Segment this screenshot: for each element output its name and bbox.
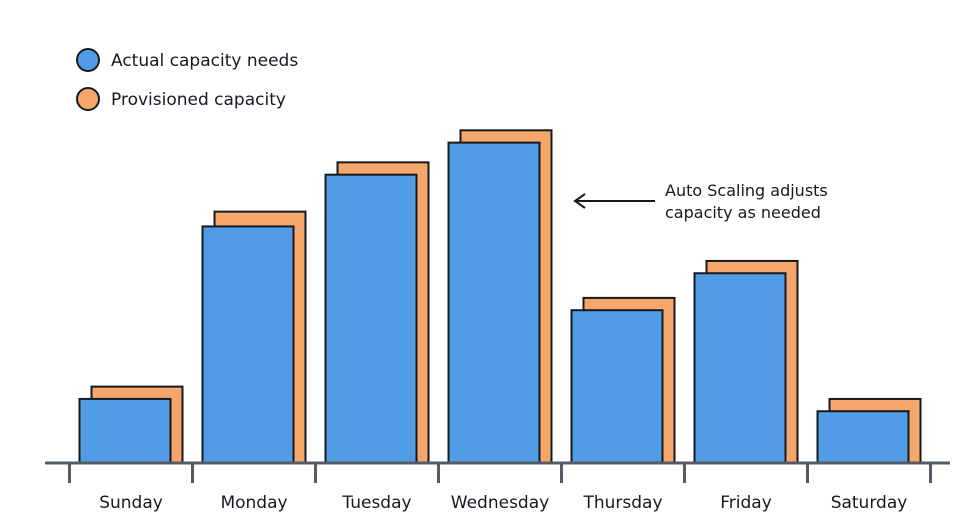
x-axis <box>45 461 950 483</box>
bars <box>78 129 922 465</box>
bar-actual-thursday <box>570 309 664 465</box>
tick-label-thursday: Thursday <box>582 493 662 513</box>
annotation: Auto Scaling adjusts capacity as needed <box>573 181 828 222</box>
legend-label-provisioned: Provisioned capacity <box>111 90 286 110</box>
legend-item-provisioned: Provisioned capacity <box>76 87 286 111</box>
annotation-arrowhead <box>573 193 586 209</box>
bar-actual-sunday <box>78 397 172 464</box>
tick-label-saturday: Saturday <box>831 493 908 513</box>
x-tick-labels: Sunday Monday Tuesday Wednesday Thursday Frid… <box>99 493 907 513</box>
tick-label-wednesday: Wednesday <box>451 493 549 513</box>
annotation-line-1: Auto Scaling adjusts <box>665 181 828 200</box>
legend-swatch-provisioned <box>76 87 100 111</box>
tick-label-sunday: Sunday <box>99 493 163 513</box>
annotation-line-2: capacity as needed <box>665 203 821 222</box>
bar-actual-friday <box>693 272 787 464</box>
tick-label-friday: Friday <box>720 493 772 513</box>
tick-label-monday: Monday <box>220 493 287 513</box>
bar-actual-monday <box>201 225 295 464</box>
legend: Actual capacity needs Provisioned capaci… <box>76 48 298 111</box>
bar-actual-wednesday <box>447 141 541 464</box>
legend-item-actual: Actual capacity needs <box>76 48 298 72</box>
bar-actual-saturday <box>816 410 910 464</box>
legend-label-actual: Actual capacity needs <box>111 51 298 71</box>
tick-label-tuesday: Tuesday <box>341 493 411 513</box>
legend-swatch-actual <box>76 48 100 72</box>
bar-actual-tuesday <box>324 173 418 465</box>
